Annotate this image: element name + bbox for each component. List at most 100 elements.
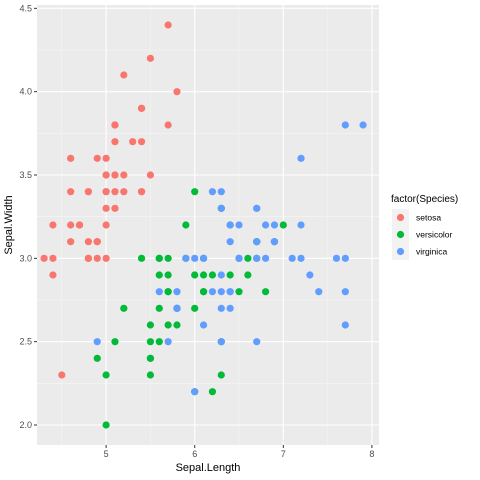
data-point-virginica bbox=[173, 288, 181, 296]
data-point-setosa bbox=[120, 71, 128, 79]
data-point-virginica bbox=[235, 221, 243, 229]
legend-label-versicolor: versicolor bbox=[416, 230, 453, 240]
data-point-setosa bbox=[111, 121, 119, 129]
data-point-setosa bbox=[111, 188, 119, 196]
data-point-setosa bbox=[67, 221, 75, 229]
y-tick-label: 2.0 bbox=[19, 420, 32, 430]
data-point-virginica bbox=[270, 238, 279, 246]
data-point-versicolor bbox=[208, 271, 217, 279]
data-point-setosa bbox=[49, 221, 57, 229]
data-point-virginica bbox=[164, 338, 172, 346]
data-point-versicolor bbox=[164, 271, 172, 279]
data-point-virginica bbox=[217, 304, 225, 312]
x-axis-ticks: 5 6 7 8 bbox=[104, 445, 374, 459]
data-point-setosa bbox=[173, 88, 181, 96]
plot-panel bbox=[37, 5, 379, 445]
y-axis-title: Sepal.Width bbox=[3, 195, 15, 254]
data-point-versicolor bbox=[155, 338, 163, 346]
data-point-setosa bbox=[102, 221, 110, 229]
data-point-virginica bbox=[297, 154, 305, 162]
data-point-virginica bbox=[359, 121, 367, 129]
data-point-setosa bbox=[102, 171, 110, 179]
legend-label-virginica: virginica bbox=[416, 247, 447, 257]
data-point-setosa bbox=[40, 254, 48, 262]
data-point-versicolor bbox=[208, 388, 217, 396]
data-point-virginica bbox=[199, 321, 208, 329]
data-point-setosa bbox=[102, 188, 110, 196]
data-point-setosa bbox=[67, 238, 75, 246]
x-tick-label: 5 bbox=[104, 449, 109, 459]
data-point-setosa bbox=[164, 121, 172, 129]
legend-label-setosa: setosa bbox=[416, 213, 441, 223]
data-point-versicolor bbox=[120, 304, 128, 312]
data-point-virginica bbox=[297, 221, 305, 229]
data-point-setosa bbox=[75, 221, 84, 229]
data-point-virginica bbox=[155, 288, 163, 296]
data-point-virginica bbox=[315, 288, 323, 296]
data-point-versicolor bbox=[261, 288, 270, 296]
data-point-virginica bbox=[191, 388, 199, 396]
legend-key-setosa bbox=[396, 213, 405, 222]
data-point-virginica bbox=[191, 254, 199, 262]
data-point-versicolor bbox=[235, 288, 243, 296]
data-point-virginica bbox=[261, 254, 270, 262]
data-point-versicolor bbox=[146, 354, 155, 362]
data-point-versicolor bbox=[164, 254, 172, 262]
data-point-setosa bbox=[93, 154, 101, 162]
x-axis-title: Sepal.Length bbox=[176, 462, 241, 474]
data-point-virginica bbox=[297, 254, 305, 262]
data-point-setosa bbox=[93, 254, 101, 262]
data-point-virginica bbox=[173, 304, 181, 312]
data-point-versicolor bbox=[199, 271, 208, 279]
data-point-virginica bbox=[341, 254, 349, 262]
data-point-setosa bbox=[129, 138, 137, 146]
legend-key-versicolor bbox=[396, 230, 405, 239]
data-point-virginica bbox=[217, 204, 225, 212]
data-point-virginica bbox=[253, 254, 261, 262]
data-point-virginica bbox=[217, 271, 225, 279]
data-points bbox=[40, 21, 367, 429]
data-point-setosa bbox=[84, 188, 92, 196]
data-point-setosa bbox=[111, 171, 119, 179]
data-point-versicolor bbox=[244, 254, 252, 262]
data-point-setosa bbox=[111, 138, 119, 146]
data-point-versicolor bbox=[164, 288, 172, 296]
data-point-virginica bbox=[332, 254, 341, 262]
data-point-virginica bbox=[217, 288, 225, 296]
data-point-setosa bbox=[58, 371, 66, 379]
data-point-setosa bbox=[67, 188, 75, 196]
y-tick-label: 2.5 bbox=[19, 337, 32, 347]
x-tick-label: 7 bbox=[281, 449, 286, 459]
data-point-virginica bbox=[208, 288, 217, 296]
y-tick-label: 4.5 bbox=[19, 3, 32, 13]
data-point-virginica bbox=[226, 238, 234, 246]
y-axis-ticks: 2.0 2.5 3.0 3.5 4.0 4.5 bbox=[19, 3, 37, 430]
data-point-virginica bbox=[208, 188, 217, 196]
data-point-versicolor bbox=[182, 221, 190, 229]
data-point-versicolor bbox=[164, 321, 172, 329]
data-point-virginica bbox=[226, 304, 234, 312]
data-point-setosa bbox=[67, 154, 75, 162]
data-point-versicolor bbox=[155, 254, 163, 262]
data-point-virginica bbox=[261, 221, 270, 229]
data-point-virginica bbox=[253, 338, 261, 346]
data-point-versicolor bbox=[217, 371, 225, 379]
data-point-setosa bbox=[137, 188, 146, 196]
data-point-virginica bbox=[235, 254, 243, 262]
data-point-versicolor bbox=[226, 271, 234, 279]
data-point-virginica bbox=[182, 254, 190, 262]
data-point-versicolor bbox=[155, 271, 163, 279]
data-point-setosa bbox=[120, 188, 128, 196]
data-point-virginica bbox=[270, 221, 279, 229]
data-point-setosa bbox=[137, 104, 146, 112]
data-point-versicolor bbox=[102, 371, 110, 379]
data-point-setosa bbox=[111, 204, 119, 212]
data-point-setosa bbox=[84, 238, 92, 246]
data-point-versicolor bbox=[191, 188, 199, 196]
data-point-virginica bbox=[199, 254, 208, 262]
data-point-virginica bbox=[288, 254, 296, 262]
data-point-versicolor bbox=[146, 338, 155, 346]
legend: factor(Species) setosa versicolor virginic… bbox=[391, 194, 458, 260]
data-point-versicolor bbox=[93, 354, 101, 362]
